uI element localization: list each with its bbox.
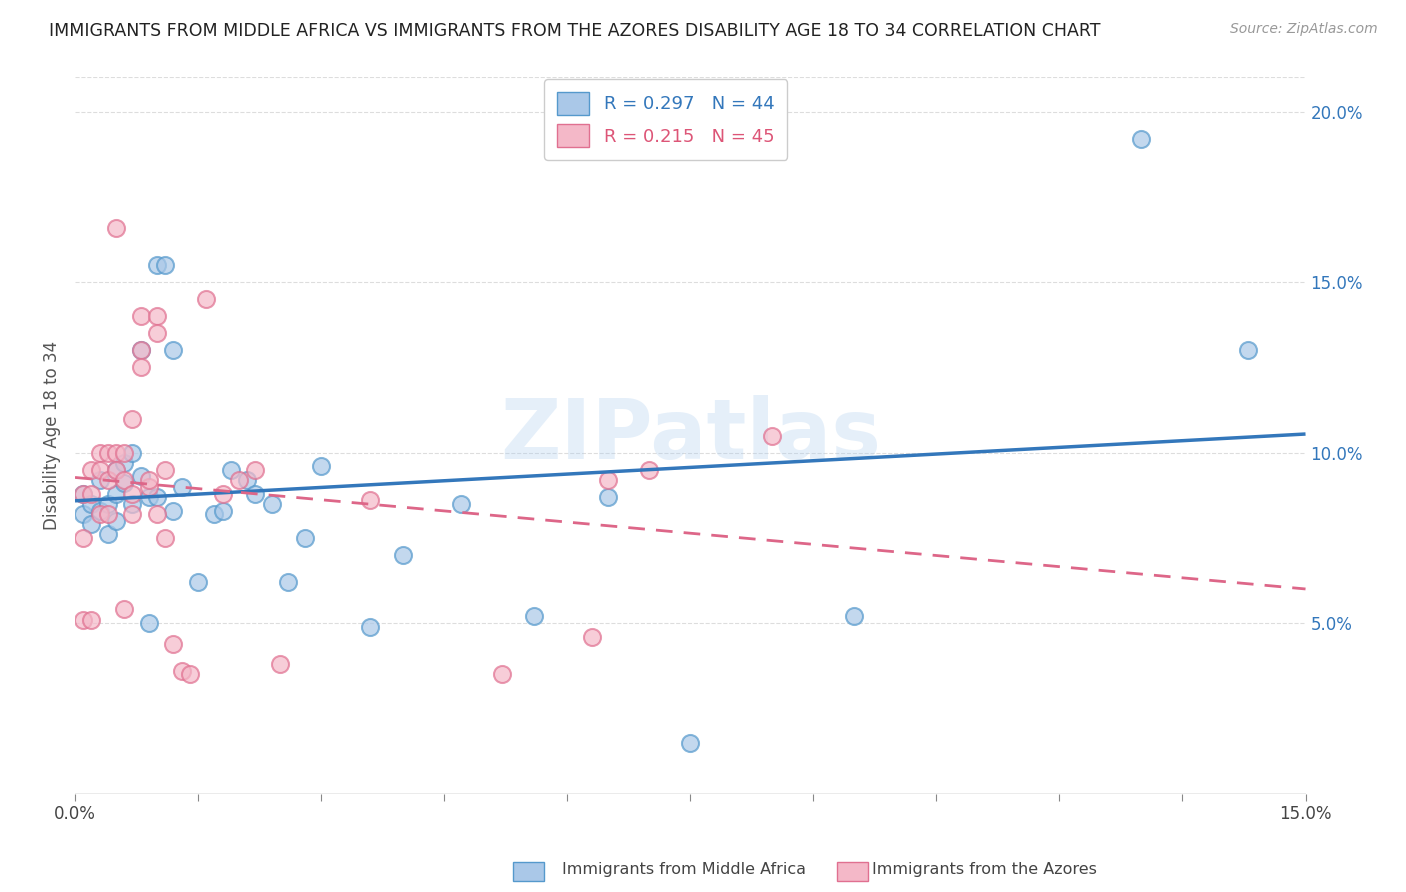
Point bbox=[162, 343, 184, 358]
Point bbox=[146, 258, 169, 272]
Y-axis label: Disability Age 18 to 34: Disability Age 18 to 34 bbox=[44, 341, 60, 530]
Point bbox=[129, 309, 152, 323]
Point bbox=[105, 463, 128, 477]
Point bbox=[105, 463, 128, 477]
Point bbox=[121, 497, 143, 511]
Point bbox=[97, 507, 120, 521]
Point bbox=[121, 445, 143, 459]
Point bbox=[491, 667, 513, 681]
Point bbox=[269, 657, 291, 671]
Point bbox=[129, 343, 152, 358]
Point bbox=[89, 507, 111, 521]
Text: IMMIGRANTS FROM MIDDLE AFRICA VS IMMIGRANTS FROM THE AZORES DISABILITY AGE 18 TO: IMMIGRANTS FROM MIDDLE AFRICA VS IMMIGRA… bbox=[49, 22, 1101, 40]
Point bbox=[359, 619, 381, 633]
Point bbox=[392, 548, 415, 562]
Point bbox=[89, 503, 111, 517]
Point bbox=[72, 486, 94, 500]
Point bbox=[138, 616, 160, 631]
Point bbox=[80, 463, 103, 477]
Point bbox=[236, 473, 259, 487]
Point bbox=[598, 473, 620, 487]
Point bbox=[155, 531, 177, 545]
Text: Source: ZipAtlas.com: Source: ZipAtlas.com bbox=[1230, 22, 1378, 37]
Point bbox=[294, 531, 316, 545]
Point bbox=[89, 445, 111, 459]
Point bbox=[112, 602, 135, 616]
Point bbox=[97, 497, 120, 511]
Point bbox=[72, 613, 94, 627]
Point bbox=[146, 490, 169, 504]
Point bbox=[112, 476, 135, 491]
Point bbox=[80, 517, 103, 532]
Point bbox=[228, 473, 250, 487]
Point bbox=[72, 507, 94, 521]
Point bbox=[72, 486, 94, 500]
Point bbox=[146, 309, 169, 323]
Point bbox=[138, 480, 160, 494]
Point bbox=[179, 667, 201, 681]
Point bbox=[89, 463, 111, 477]
Text: Immigrants from Middle Africa: Immigrants from Middle Africa bbox=[562, 863, 807, 877]
Point bbox=[162, 637, 184, 651]
Point bbox=[155, 463, 177, 477]
Point bbox=[245, 463, 267, 477]
FancyBboxPatch shape bbox=[837, 862, 868, 881]
Legend: R = 0.297   N = 44, R = 0.215   N = 45: R = 0.297 N = 44, R = 0.215 N = 45 bbox=[544, 79, 787, 160]
Point bbox=[638, 463, 661, 477]
Point bbox=[80, 497, 103, 511]
Point bbox=[277, 575, 299, 590]
Point bbox=[80, 613, 103, 627]
Point bbox=[598, 490, 620, 504]
Point bbox=[129, 469, 152, 483]
Point bbox=[129, 360, 152, 375]
Point bbox=[105, 445, 128, 459]
Point bbox=[129, 343, 152, 358]
Point bbox=[138, 473, 160, 487]
Point bbox=[97, 445, 120, 459]
Point bbox=[138, 490, 160, 504]
Point bbox=[260, 497, 283, 511]
Point bbox=[162, 503, 184, 517]
Point bbox=[105, 220, 128, 235]
Point bbox=[121, 411, 143, 425]
Point bbox=[450, 497, 472, 511]
Point bbox=[105, 486, 128, 500]
Point bbox=[581, 630, 603, 644]
Point bbox=[309, 459, 332, 474]
Text: ZIPatlas: ZIPatlas bbox=[499, 395, 880, 476]
Point bbox=[245, 486, 267, 500]
Point bbox=[89, 473, 111, 487]
Point bbox=[523, 609, 546, 624]
Point bbox=[359, 493, 381, 508]
Point bbox=[112, 445, 135, 459]
Point bbox=[105, 514, 128, 528]
Point bbox=[112, 456, 135, 470]
Point bbox=[679, 735, 702, 749]
Point bbox=[155, 258, 177, 272]
Point bbox=[211, 486, 233, 500]
Point bbox=[1237, 343, 1260, 358]
Point bbox=[170, 480, 193, 494]
Text: Immigrants from the Azores: Immigrants from the Azores bbox=[872, 863, 1097, 877]
Point bbox=[761, 428, 783, 442]
Point bbox=[187, 575, 209, 590]
Point bbox=[121, 507, 143, 521]
Point bbox=[211, 503, 233, 517]
Point bbox=[72, 531, 94, 545]
Point bbox=[219, 463, 242, 477]
Point bbox=[844, 609, 866, 624]
FancyBboxPatch shape bbox=[513, 862, 544, 881]
Point bbox=[80, 486, 103, 500]
Point bbox=[195, 292, 218, 306]
Point bbox=[97, 527, 120, 541]
Point bbox=[121, 486, 143, 500]
Point bbox=[1130, 132, 1153, 146]
Point bbox=[146, 507, 169, 521]
Point bbox=[204, 507, 226, 521]
Point bbox=[97, 473, 120, 487]
Point bbox=[112, 473, 135, 487]
Point bbox=[170, 664, 193, 678]
Point bbox=[146, 326, 169, 341]
